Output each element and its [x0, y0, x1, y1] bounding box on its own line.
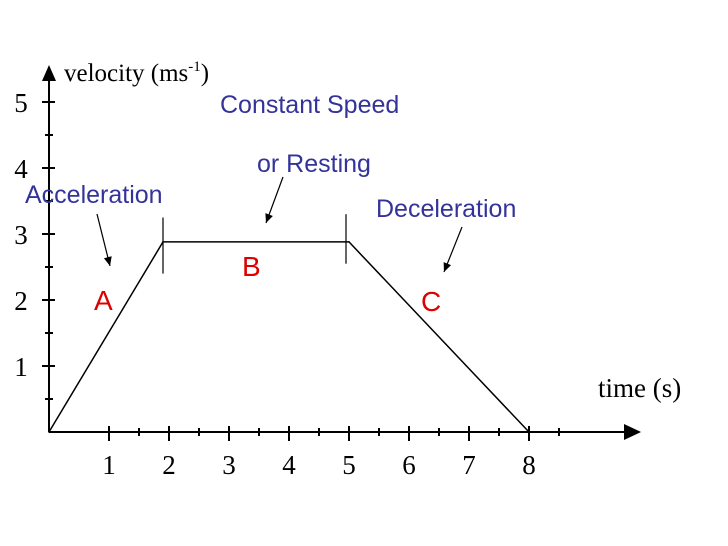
- x-tick-label-2: 2: [162, 450, 176, 480]
- annotation-label-a: A: [94, 285, 113, 316]
- velocity-point: [528, 431, 530, 433]
- y-tick-label-5: 5: [14, 88, 28, 118]
- x-axis-title: time (s): [598, 373, 681, 403]
- annotation-deceleration: Deceleration: [376, 195, 516, 223]
- velocity-line: [48, 241, 530, 433]
- y-axis-arrowhead: [42, 65, 56, 81]
- y-axis-title: velocity (ms-1): [64, 59, 209, 87]
- annotation-label-b: B: [242, 251, 261, 282]
- annotation-or-resting: or Resting: [257, 150, 371, 178]
- y-tick-label-1: 1: [14, 352, 28, 382]
- annotation-acceleration: Acceleration: [25, 181, 163, 209]
- y-axis-title-superscript: -1: [188, 59, 201, 75]
- velocity-point: [348, 241, 350, 243]
- x-axis-arrowhead: [624, 424, 641, 440]
- deceleration-arrow-head: [443, 262, 452, 272]
- x-tick-label-7: 7: [462, 450, 476, 480]
- labels: 1 2 3 4 5 6 7 8 1 2 3 4 5 velocity (ms-1) time (s) Cons…: [14, 59, 681, 480]
- axes: [42, 65, 641, 441]
- y-tick-label-2: 2: [14, 286, 28, 316]
- y-tick-label-3: 3: [14, 220, 28, 250]
- or-resting-arrow-head: [265, 213, 273, 223]
- x-tick-label-1: 1: [102, 450, 116, 480]
- velocity-point: [48, 431, 50, 433]
- annotation-constant-speed: Constant Speed: [220, 91, 399, 119]
- y-axis-title-close: ): [201, 60, 209, 87]
- x-tick-label-4: 4: [282, 450, 296, 480]
- x-tick-label-3: 3: [222, 450, 236, 480]
- x-tick-label-8: 8: [522, 450, 536, 480]
- acceleration-arrow-head: [103, 256, 112, 266]
- plot-marks: [48, 176, 530, 433]
- x-tick-label-5: 5: [342, 450, 356, 480]
- x-tick-label-6: 6: [402, 450, 416, 480]
- y-tick-label-4: 4: [14, 154, 28, 184]
- annotation-label-c: C: [421, 286, 441, 317]
